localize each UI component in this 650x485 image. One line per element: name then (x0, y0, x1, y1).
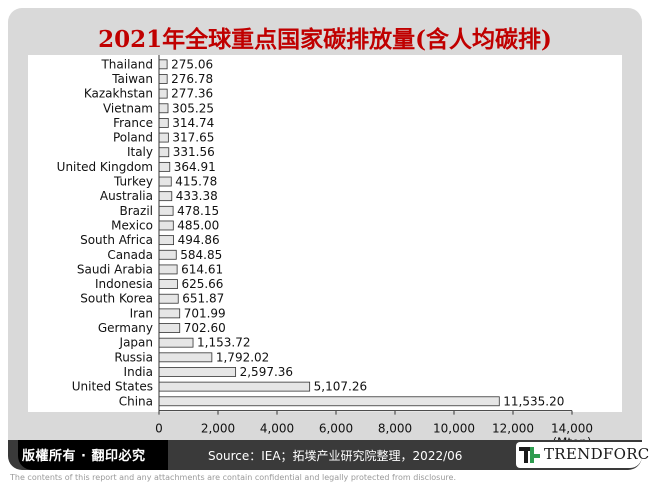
value-label: 702.60 (184, 321, 226, 335)
category-label: South Korea (80, 292, 153, 306)
bar-saudi-arabia (158, 264, 178, 275)
value-label: 364.91 (174, 160, 216, 174)
chart-background (28, 55, 622, 412)
category-label: Kazakhstan (84, 87, 153, 101)
bar-poland (158, 132, 169, 143)
bar-japan (158, 337, 194, 348)
value-label: 317.65 (172, 131, 214, 145)
x-tick-label: 2,000 (201, 422, 235, 436)
x-tick-label: 6,000 (319, 422, 353, 436)
category-label: United States (72, 380, 153, 394)
bar-united-states (158, 381, 311, 392)
category-label: Russia (114, 350, 153, 364)
value-label: 277.36 (171, 87, 213, 101)
disclaimer-text: The contents of this report and any atta… (10, 473, 456, 482)
footer-copyright-block (18, 440, 168, 470)
x-tick-label: 14,000 (551, 422, 593, 436)
value-label: 433.38 (176, 189, 218, 203)
value-label: 614.61 (181, 262, 223, 276)
category-label: Poland (113, 131, 153, 145)
category-label: Brazil (120, 204, 154, 218)
value-label: 275.06 (171, 57, 213, 71)
value-label: 314.74 (172, 116, 214, 130)
category-label: Thailand (100, 57, 153, 71)
value-label: 584.85 (180, 248, 222, 262)
category-label: South Africa (80, 233, 153, 247)
trendforce-logo: TRENDFORCE (516, 442, 650, 468)
value-label: 11,535.20 (503, 394, 564, 408)
bar-brazil (158, 205, 174, 216)
bar-australia (158, 191, 173, 202)
bar-united-kingdom (158, 161, 171, 172)
bar-germany (158, 323, 181, 333)
chart-title: 2021年全球重点国家碳排放量(含人均碳排) (98, 26, 552, 53)
bar-south-africa (158, 235, 174, 246)
source-note: Source：IEA；拓墣产业研究院整理，2022/06 (208, 449, 463, 463)
bar-kazakhstan (158, 88, 168, 99)
trendforce-logo-text: TRENDFORCE (544, 445, 650, 463)
bar-taiwan (158, 74, 168, 84)
value-label: 625.66 (181, 277, 223, 291)
value-label: 305.25 (172, 101, 214, 115)
category-label: Italy (127, 145, 153, 159)
bar-france (158, 118, 169, 128)
bar-south-korea (158, 293, 179, 304)
category-label: Saudi Arabia (77, 262, 153, 276)
bar-mexico (158, 220, 174, 231)
bar-italy (158, 147, 170, 158)
bar-china (158, 396, 500, 407)
value-label: 651.87 (182, 292, 224, 306)
value-label: 1,792.02 (216, 350, 269, 364)
category-label: Japan (119, 336, 153, 350)
bar-indonesia (158, 279, 178, 289)
bar-russia (158, 352, 213, 363)
category-label: Vietnam (103, 101, 153, 115)
x-tick-label: 10,000 (433, 422, 475, 436)
category-label: Mexico (111, 218, 153, 232)
value-label: 485.00 (177, 218, 219, 232)
value-label: 478.15 (177, 204, 219, 218)
value-label: 331.56 (173, 145, 215, 159)
category-label: Iran (130, 306, 153, 320)
category-label: Australia (100, 189, 153, 203)
category-label: United Kingdom (57, 160, 153, 174)
bar-thailand (158, 59, 168, 70)
x-tick-label: 0 (155, 422, 163, 436)
category-label: Turkey (113, 175, 153, 189)
value-label: 2,597.36 (240, 365, 293, 379)
category-label: China (119, 394, 153, 408)
bar-vietnam (158, 103, 169, 114)
value-label: 5,107.26 (314, 380, 367, 394)
value-label: 276.78 (171, 72, 213, 86)
x-tick-label: 8,000 (378, 422, 412, 436)
trendforce-logo-mark-icon (519, 447, 540, 463)
bar-iran (158, 308, 181, 319)
bar-india (158, 367, 237, 377)
bar-turkey (158, 176, 172, 187)
value-label: 415.78 (175, 175, 217, 189)
copyright-notice: 版權所有 · 翻印必究 (22, 449, 146, 464)
category-label: Taiwan (111, 72, 153, 86)
value-label: 1,153.72 (197, 336, 250, 350)
bar-canada (158, 249, 177, 260)
category-label: Germany (98, 321, 153, 335)
x-tick-label: 12,000 (492, 422, 534, 436)
value-label: 494.86 (178, 233, 220, 247)
category-label: Indonesia (95, 277, 153, 291)
category-label: France (113, 116, 153, 130)
category-label: India (124, 365, 153, 379)
category-label: Canada (107, 248, 153, 262)
value-label: 701.99 (184, 306, 226, 320)
x-tick-label: 4,000 (260, 422, 294, 436)
